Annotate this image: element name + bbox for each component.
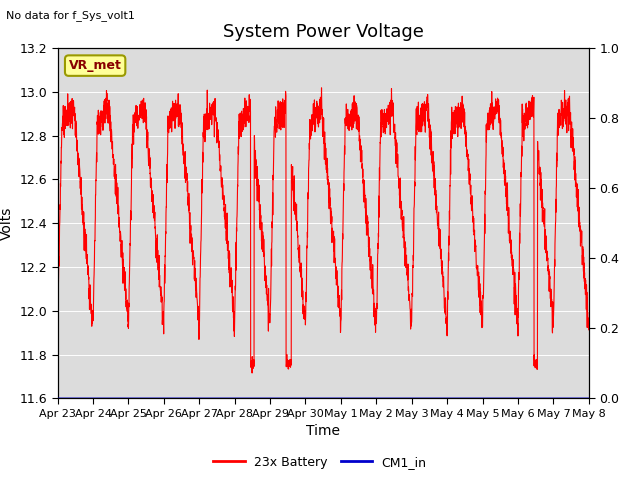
Text: VR_met: VR_met bbox=[68, 59, 122, 72]
Text: No data for f_Sys_volt1: No data for f_Sys_volt1 bbox=[6, 10, 135, 21]
Title: System Power Voltage: System Power Voltage bbox=[223, 23, 424, 41]
Y-axis label: Volts: Volts bbox=[0, 206, 14, 240]
X-axis label: Time: Time bbox=[306, 424, 340, 438]
Legend: 23x Battery, CM1_in: 23x Battery, CM1_in bbox=[208, 451, 432, 474]
